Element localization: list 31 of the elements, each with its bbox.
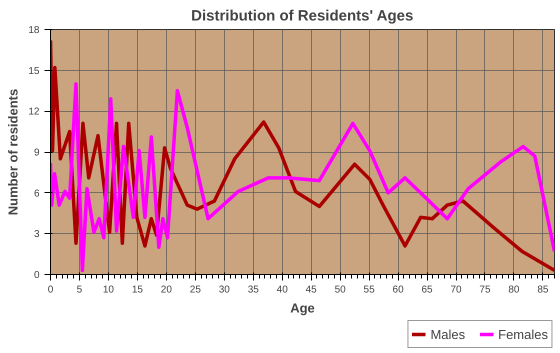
x-tick-label: 75 — [479, 284, 491, 296]
y-tick-label: 9 — [34, 148, 40, 158]
x-tick-label: 30 — [218, 284, 230, 296]
y-tick-label: 15 — [28, 66, 40, 77]
x-tick-label: 70 — [450, 284, 462, 296]
x-tick-label: 80 — [508, 284, 520, 296]
chart-title: Distribution of Residents' Ages — [191, 8, 414, 24]
x-tick-label: 50 — [334, 284, 346, 296]
legend-label: Males — [430, 326, 466, 342]
y-tick-label: 6 — [34, 188, 40, 200]
x-axis-title: Age — [290, 300, 315, 316]
y-axis-title: Number of residents — [5, 88, 20, 216]
x-tick-label: 15 — [132, 284, 144, 296]
y-tick-label: 18 — [28, 25, 40, 36]
x-tick-label: 5 — [76, 284, 83, 296]
x-tick-label: 60 — [392, 284, 404, 296]
y-tick-label: 0 — [34, 270, 40, 281]
y-tick-label: 3 — [34, 229, 40, 240]
x-tick-label: 55 — [364, 284, 376, 296]
x-tick-label: 10 — [102, 284, 114, 296]
x-tick-label: 0 — [48, 284, 54, 296]
x-tick-label: 85 — [537, 284, 549, 296]
line-series — [50, 82, 554, 272]
legend-label: Females — [498, 326, 548, 342]
y-tick-label: 12 — [28, 106, 40, 118]
x-tick-label: 40 — [276, 284, 288, 296]
x-tick-label: 20 — [160, 284, 172, 296]
x-tick-label: 45 — [306, 284, 318, 296]
x-tick-label: 25 — [190, 284, 202, 296]
x-tick-label: 35 — [248, 284, 260, 296]
x-tick-label: 65 — [421, 284, 434, 296]
